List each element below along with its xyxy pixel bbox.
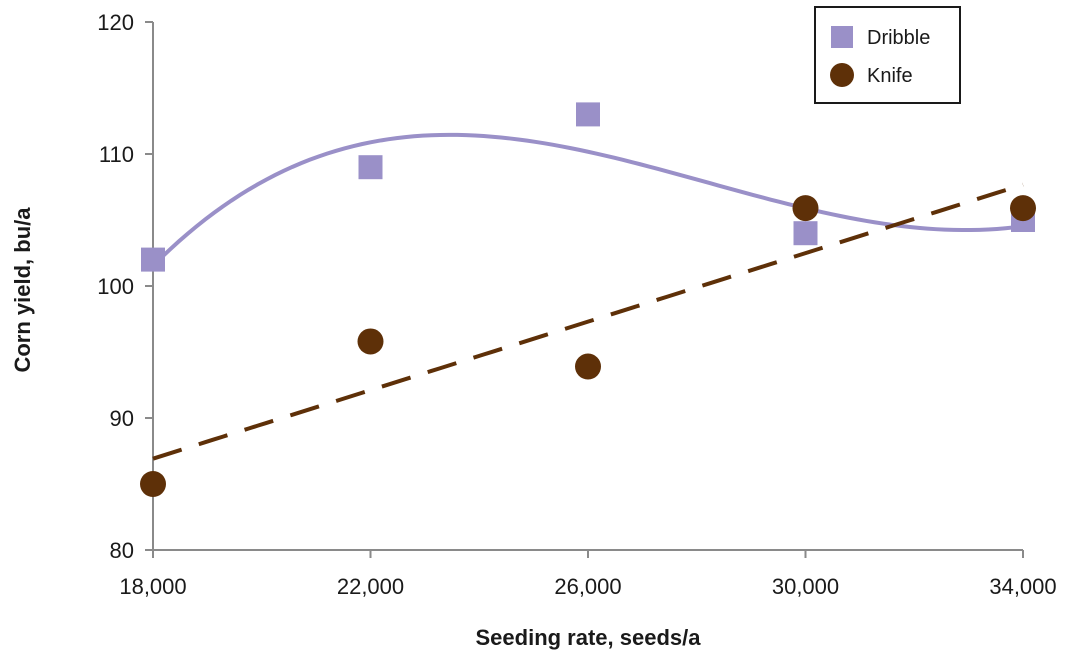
- x-ticks: 18,000 22,000 26,000 30,000 34,000: [119, 550, 1057, 599]
- x-tick-label: 34,000: [989, 574, 1056, 599]
- legend: Dribble Knife: [814, 6, 961, 104]
- y-tick-label: 120: [97, 10, 134, 35]
- y-tick-label: 80: [110, 538, 134, 563]
- point-knife: [140, 471, 166, 497]
- x-axis-title: Seeding rate, seeds/a: [476, 625, 702, 650]
- trendline-dribble: [151, 132, 1024, 268]
- point-knife: [575, 353, 601, 380]
- point-dribble: [576, 102, 600, 127]
- y-ticks: 80 90 100 110 120: [97, 10, 153, 563]
- point-knife: [357, 328, 384, 355]
- x-tick-label: 26,000: [554, 574, 621, 599]
- y-tick-label: 110: [99, 142, 134, 167]
- trendline-knife: [152, 182, 1024, 461]
- legend-knife-label: Knife: [867, 65, 913, 87]
- y-axis-title: Corn yield, bu/a: [10, 207, 35, 373]
- point-dribble: [358, 155, 383, 180]
- x-tick-label: 30,000: [772, 574, 839, 599]
- legend-dribble-label: Dribble: [867, 27, 930, 49]
- point-dribble: [141, 247, 165, 272]
- x-tick-label: 18,000: [119, 574, 186, 599]
- legend-dribble-marker: [831, 26, 853, 48]
- point-knife: [1010, 195, 1036, 222]
- y-tick-label: 100: [97, 274, 134, 299]
- legend-box: [814, 6, 961, 104]
- y-tick-label: 90: [110, 406, 134, 431]
- x-tick-label: 22,000: [337, 574, 404, 599]
- data-points: [140, 102, 1036, 497]
- legend-knife-marker: [830, 63, 854, 87]
- point-dribble: [793, 221, 818, 246]
- trendlines: [151, 132, 1024, 461]
- point-knife: [792, 195, 819, 222]
